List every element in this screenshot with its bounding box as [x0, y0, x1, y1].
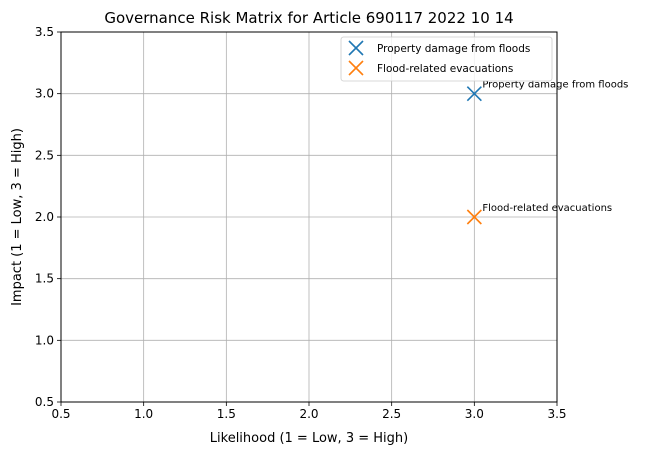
y-tick-label: 3.0	[35, 87, 54, 101]
legend: Property damage from floods Flood-related…	[340, 36, 553, 82]
legend-marker	[348, 40, 364, 56]
point-annotation: Flood-related evacuations	[482, 203, 612, 214]
point-annotation: Property damage from floods	[482, 80, 628, 91]
chart-title: Governance Risk Matrix for Article 69011…	[104, 9, 513, 27]
data-points: Property damage from floods Flood-related…	[466, 80, 628, 225]
x-tick-label: 1.5	[217, 407, 236, 421]
y-tick-label: 1.5	[35, 272, 54, 286]
y-tick-label: 3.5	[35, 25, 54, 39]
x-tick-label: 0.5	[51, 407, 70, 421]
y-axis: 0.5 1.0 1.5 2.0 2.5 3.0 3.5	[35, 25, 61, 409]
legend-label: Flood-related evacuations	[377, 63, 513, 75]
x-axis: 0.5 1.0 1.5 2.0 2.5 3.0 3.5	[51, 402, 567, 421]
y-tick-label: 2.5	[35, 148, 54, 162]
scatter-point	[466, 209, 482, 225]
x-tick-label: 3.0	[465, 407, 484, 421]
x-tick-label: 1.0	[134, 407, 153, 421]
x-tick-label: 3.5	[547, 407, 566, 421]
legend-marker	[348, 60, 364, 76]
x-tick-label: 2.5	[382, 407, 401, 421]
legend-label: Property damage from floods	[377, 43, 530, 55]
x-axis-label: Likelihood (1 = Low, 3 = High)	[210, 431, 408, 446]
y-tick-label: 0.5	[35, 395, 54, 409]
y-tick-label: 2.0	[35, 210, 54, 224]
y-tick-label: 1.0	[35, 333, 54, 347]
x-tick-label: 2.0	[299, 407, 318, 421]
legend-frame	[340, 36, 553, 82]
y-axis-label: Impact (1 = Low, 3 = High)	[10, 128, 25, 306]
scatter-point	[466, 86, 482, 102]
